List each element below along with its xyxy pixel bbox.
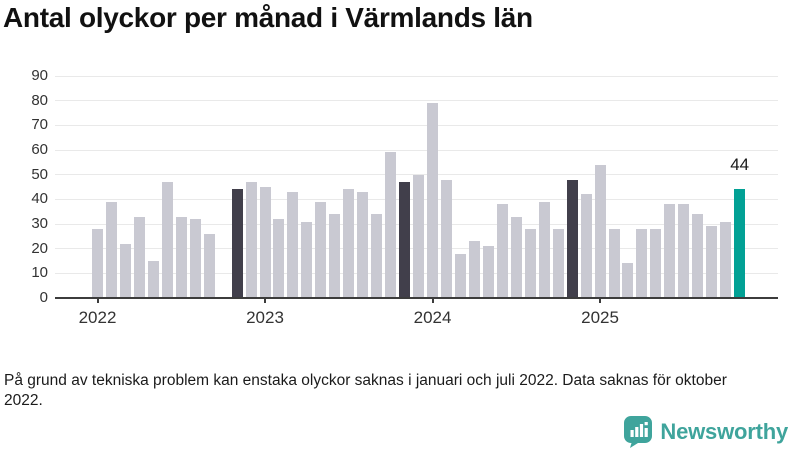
x-tick-label: 2025 [581,308,619,327]
bar [720,221,732,298]
chart-title: Antal olyckor per månad i Värmlands län [3,2,533,33]
bar [413,174,425,298]
plot-area: 2022 2023 2024 2025 44 [55,75,778,327]
bar [357,191,369,298]
bar [650,228,662,298]
x-tick-mark [264,297,267,303]
bar [524,228,536,298]
bar [203,233,215,298]
newsworthy-logo-text: Newsworthy [660,418,788,444]
bar [147,261,159,298]
x-tick-label: 2022 [78,308,117,327]
gridline [55,75,778,77]
bar [175,216,187,298]
bar [636,228,648,298]
bar [189,219,201,298]
bar [692,214,704,298]
bar [259,187,271,298]
newsworthy-logo: Newsworthy [623,415,788,448]
bar [678,204,690,298]
x-tick-mark [96,297,99,303]
x-tick-label: 2024 [413,308,452,327]
y-tick-label: 20 [31,239,48,257]
bar [371,214,383,298]
bar [385,152,397,298]
bar [427,103,439,298]
bar [245,182,257,298]
newsworthy-logo-icon [623,415,653,448]
bar [105,201,117,298]
bar [552,228,564,298]
bar-highlight-reference [399,182,411,298]
bar [343,189,355,298]
bar [496,204,508,298]
y-tick-label: 40 [31,190,48,208]
bar [119,243,131,298]
y-tick-label: 90 [31,67,48,84]
bar [273,219,285,298]
x-tick-mark [599,297,602,303]
bar [92,228,103,298]
bar [441,179,452,298]
y-tick-label: 60 [31,141,48,158]
bar [454,253,466,298]
y-tick-label: 50 [31,165,48,183]
bar [594,164,606,298]
bar [538,201,550,298]
y-tick-label: 10 [31,264,48,282]
bar [510,216,522,298]
x-tick-mark [431,297,434,303]
bar [608,228,620,298]
bar [468,241,480,298]
gridline [55,174,778,176]
bar [161,182,173,298]
y-tick-label: 0 [39,289,48,306]
bar-highlight-reference [566,179,578,298]
bar [664,204,676,298]
y-tick-label: 30 [31,215,48,232]
y-tick-label: 80 [31,91,48,109]
bar [301,221,313,298]
bar [133,216,145,298]
x-tick-label: 2023 [246,308,284,327]
bar [287,191,299,298]
y-tick-label: 70 [31,116,48,134]
gridline [55,149,778,151]
bar [482,246,494,298]
bar-current [734,189,746,298]
bar-highlight-reference [231,189,243,298]
bar [580,194,592,298]
bar [706,226,718,298]
bar [315,201,327,298]
bar [329,214,341,298]
current-value-label: 44 [730,155,750,175]
gridline [55,100,778,102]
bar [622,263,634,298]
x-axis-line [55,297,778,299]
gridline [55,124,778,126]
footnote-text: På grund av tekniska problem kan enstaka… [4,372,727,409]
